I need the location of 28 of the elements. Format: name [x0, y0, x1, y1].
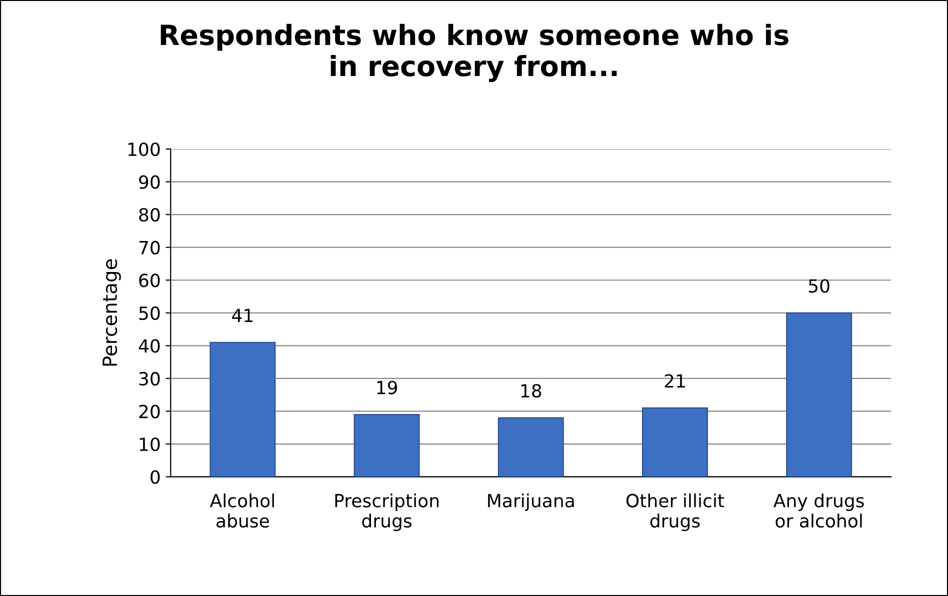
bar: [354, 414, 420, 477]
y-tick-label: 80: [139, 208, 160, 222]
y-tick-label: 20: [139, 404, 160, 418]
data-label: 21: [664, 374, 685, 388]
x-tick-label: Other illicit drugs: [626, 493, 724, 532]
x-tick-label: Alcohol abuse: [210, 493, 274, 528]
bar: [210, 342, 276, 477]
bar: [642, 407, 708, 477]
y-tick-label: 90: [139, 175, 160, 189]
bar: [498, 417, 564, 477]
data-label: 41: [232, 308, 253, 322]
y-tick-label: 30: [139, 372, 160, 386]
y-tick-label: 0: [150, 470, 160, 484]
y-tick-label: 10: [140, 437, 160, 452]
y-tick-label: 70: [139, 240, 160, 254]
y-tick-label: 50: [139, 306, 160, 320]
y-tick-label: 40: [138, 339, 160, 353]
x-tick-label: Any drugs or alcohol: [774, 493, 864, 528]
x-tick-label: Prescription drugs: [335, 493, 439, 532]
y-tick-label: 60: [139, 274, 160, 288]
y-tick-label: 100: [128, 142, 160, 156]
chart-title: Respondents who know someone who is in recovery from...: [160, 24, 788, 82]
data-label: 50: [808, 279, 830, 293]
data-label: 19: [377, 380, 397, 394]
x-tick-label: Marijuana: [488, 493, 574, 511]
data-label: 18: [521, 384, 542, 398]
y-axis-title: Percentage: [102, 259, 121, 366]
bar: [786, 312, 852, 477]
